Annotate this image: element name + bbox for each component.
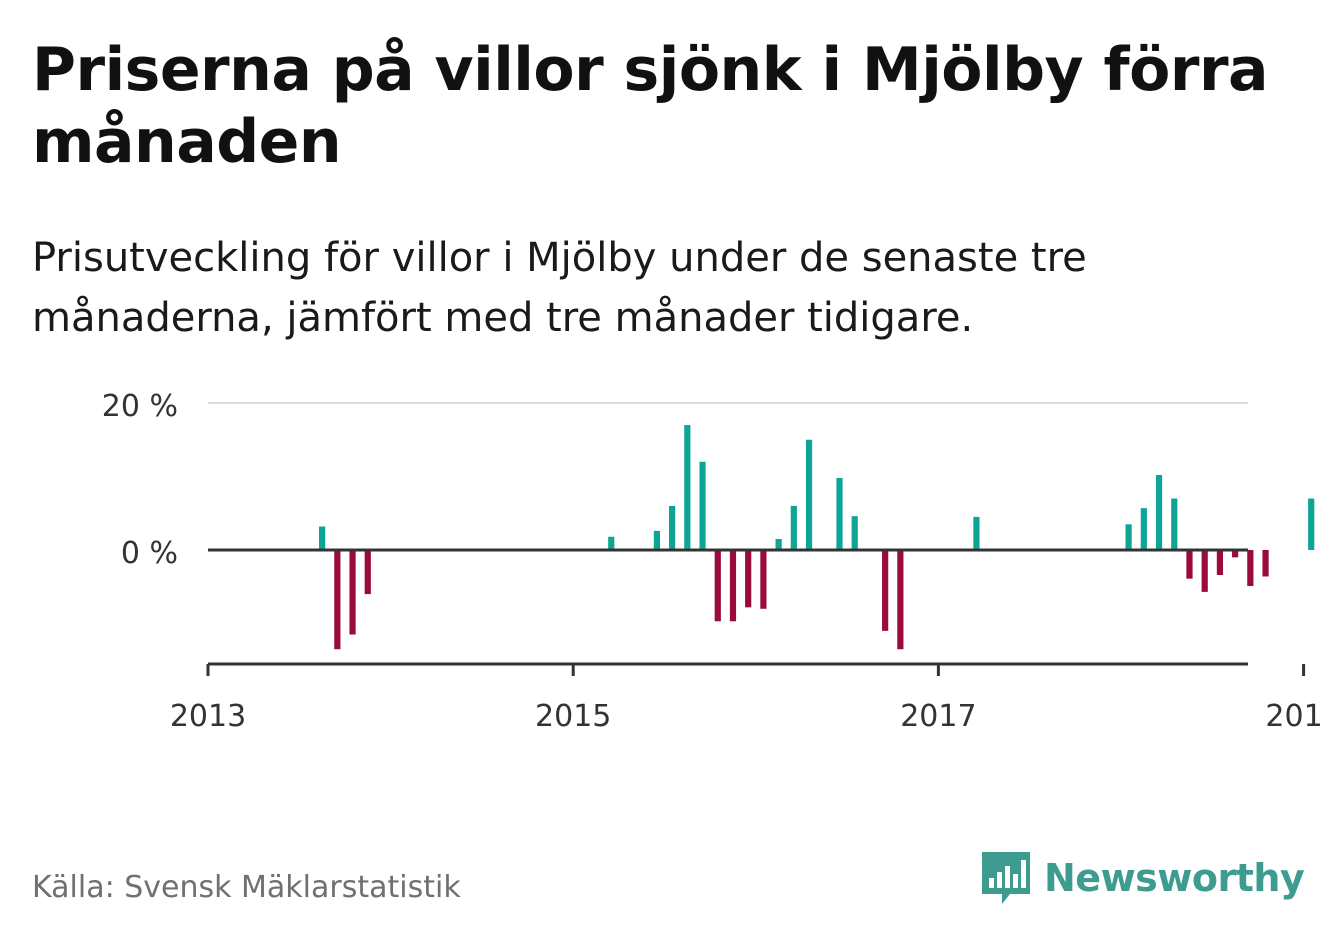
y-tick-label: 0 % [121,536,178,571]
bars [319,425,1315,650]
bar-positive [1171,498,1178,550]
x-tick-label: 2013 [170,699,246,734]
source-note: Källa: Svensk Mäklarstatistik [32,870,461,905]
brand-name: Newsworthy [1044,856,1305,900]
x-tick-label: 2019 [1265,699,1322,734]
bar-negative [745,550,752,608]
bar-positive [851,516,858,550]
bar-positive [699,461,706,550]
bar-positive [1155,475,1163,550]
bar-negative [1247,550,1254,587]
labels: 0 %20 %201320152017201920212023−8 % [102,389,1322,734]
newsworthy-logo-icon [982,852,1030,904]
bar-positive [775,538,782,550]
chart-title: Priserna på villor sjönk i Mjölby förra … [32,35,1269,177]
bar-positive [669,505,676,550]
bar-negative [334,550,341,650]
bar-positive [1308,498,1315,550]
bar-negative [1216,550,1224,575]
axes [206,548,1306,676]
bar-negative [714,550,721,622]
bar-negative [1201,550,1208,592]
bar-positive [1125,524,1132,550]
bar-negative [1262,550,1269,577]
x-tick-label: 2015 [535,699,611,734]
bar-positive [653,530,660,550]
bar-positive [973,516,980,550]
bar-positive [684,425,691,550]
bar-negative [897,550,904,650]
bar-negative [882,550,889,631]
x-tick-label: 2017 [900,699,976,734]
bar-positive [319,526,326,550]
bar-negative [1232,550,1239,558]
bar-positive [790,505,797,550]
chart-subtitle: Prisutveckling för villor i Mjölby under… [32,235,1087,341]
y-tick-label: 20 % [102,389,178,424]
bar-negative [1186,550,1193,579]
bar-negative [729,550,737,622]
brand-logo[interactable]: Newsworthy [980,848,1305,908]
bar-negative [364,550,371,595]
bar-negative [349,550,356,635]
bar-negative [760,550,767,609]
bar-positive [1140,508,1147,550]
bar-positive [805,439,813,550]
bar-positive [836,477,843,550]
bar-positive [608,536,615,550]
